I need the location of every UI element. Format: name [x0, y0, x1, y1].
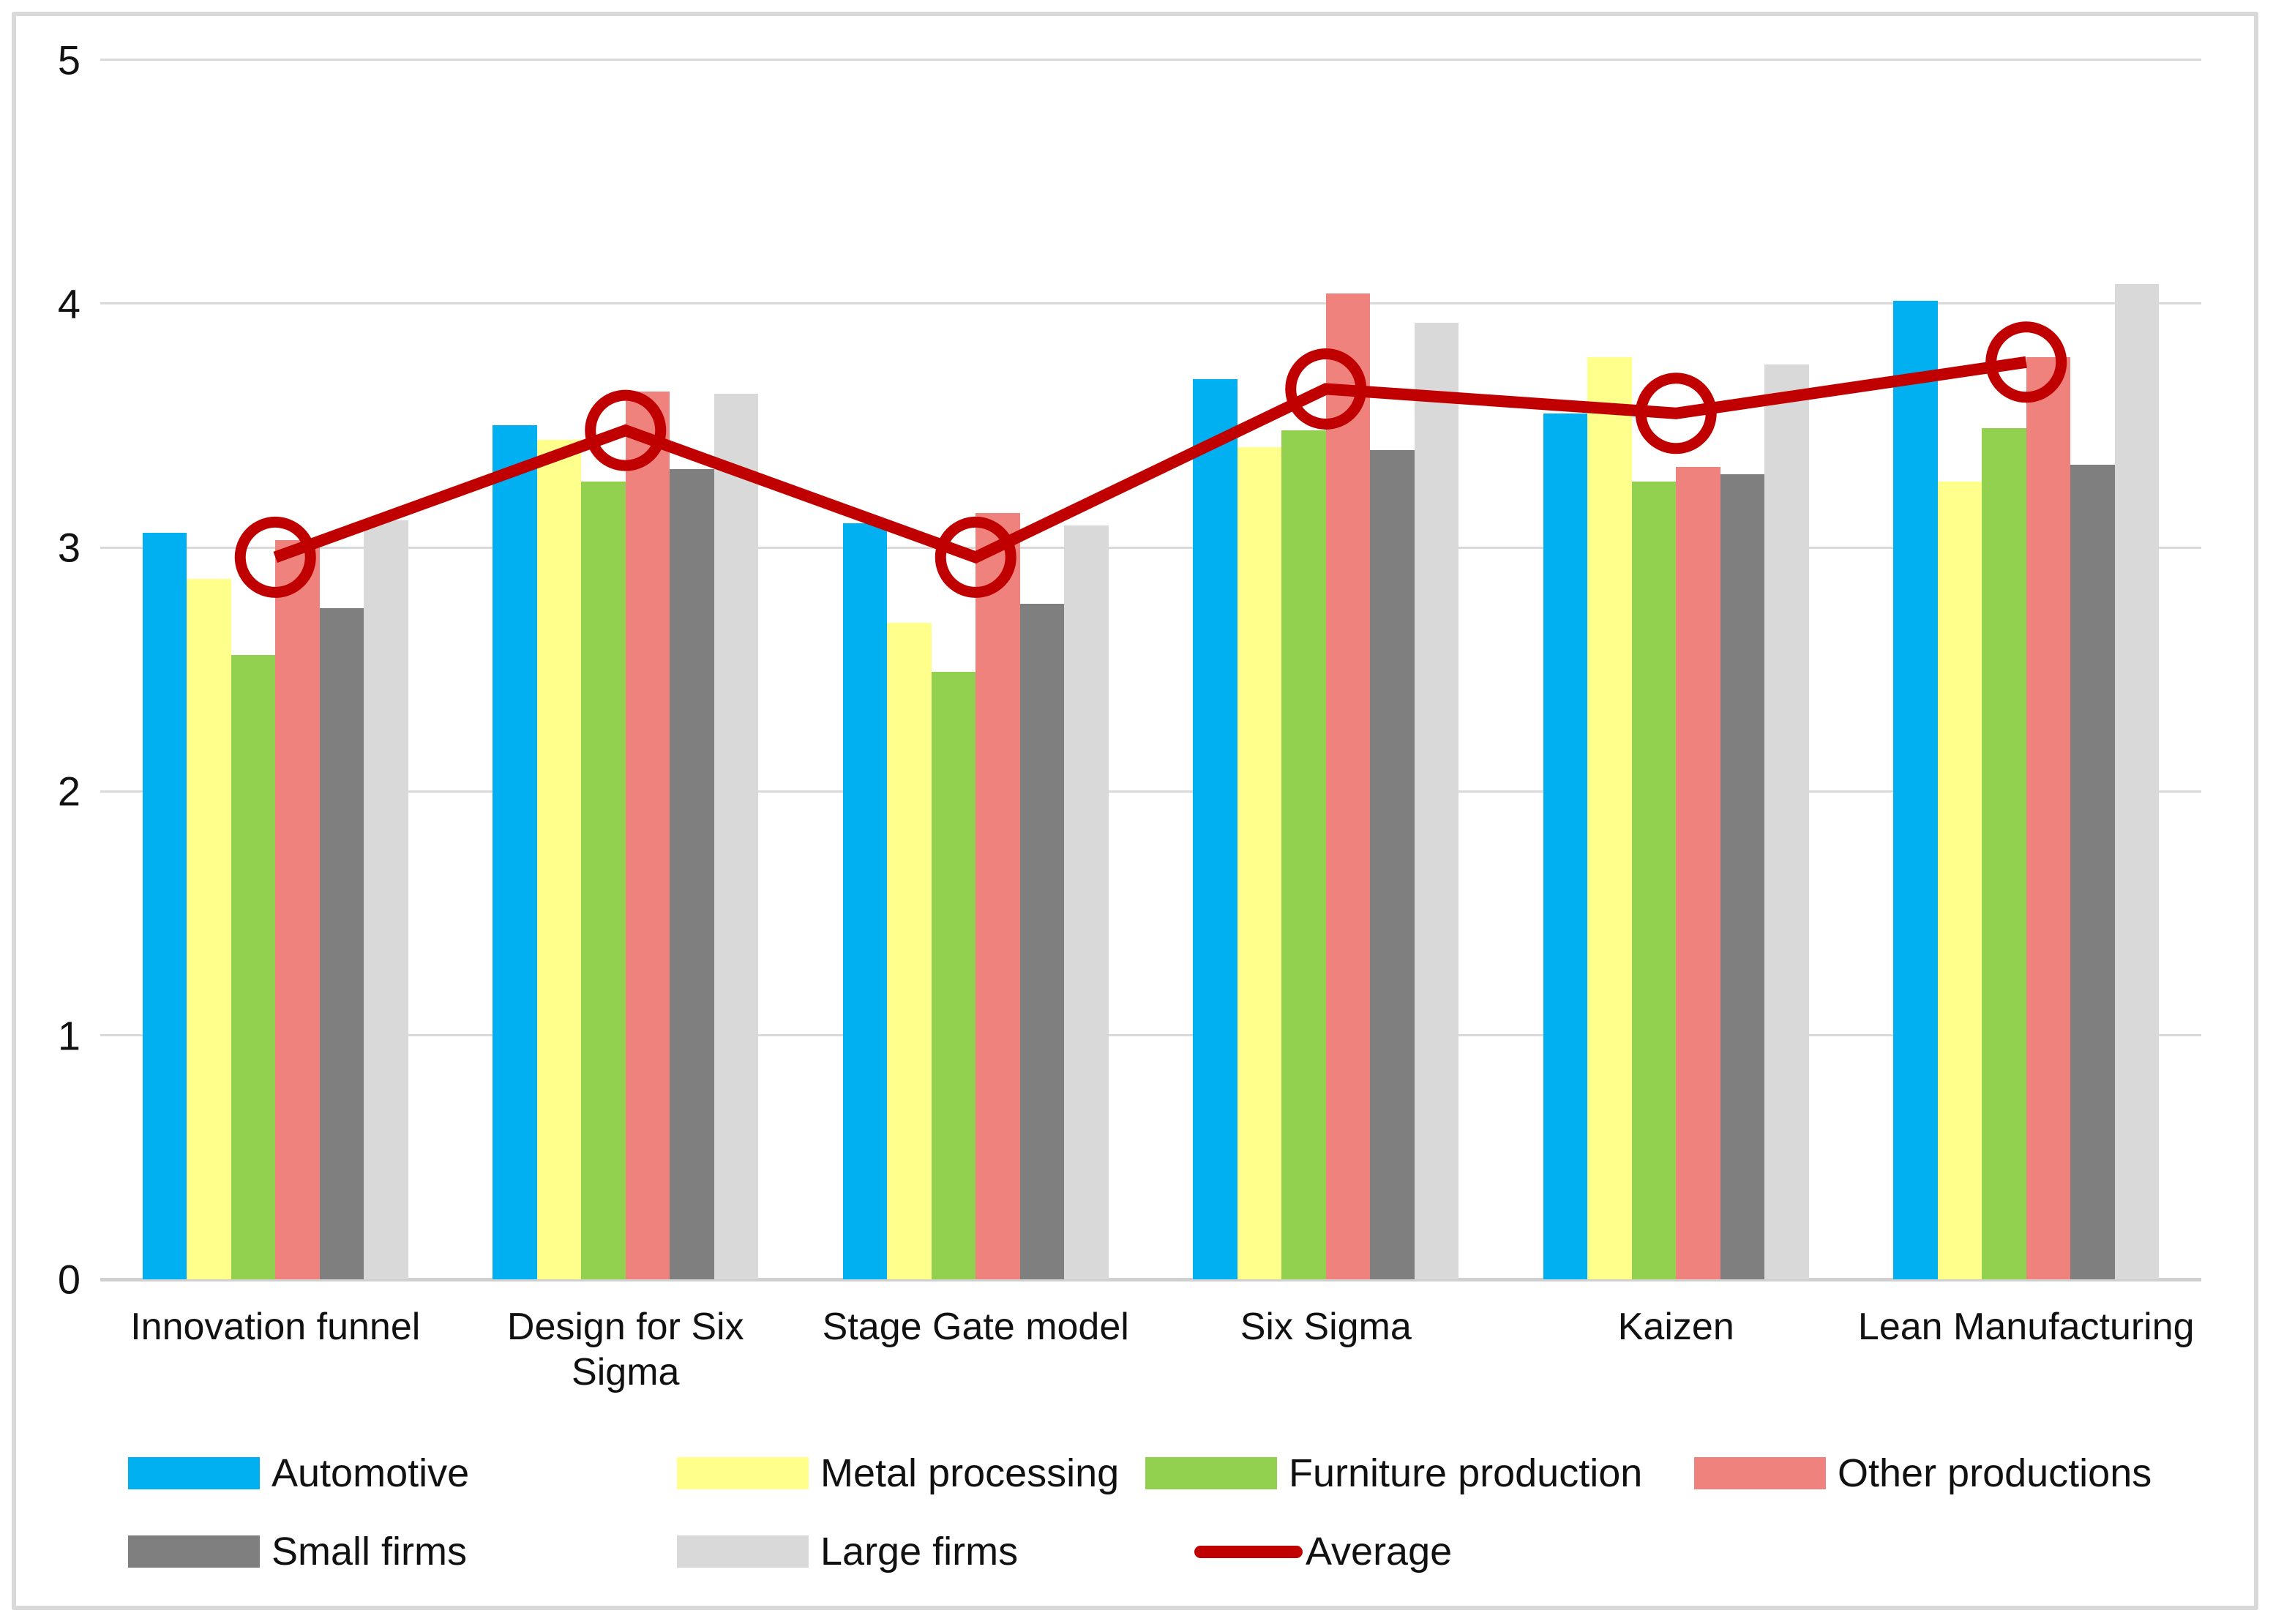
- bar-large-firms-1: [364, 520, 408, 1279]
- bar-other-productions-1: [275, 540, 320, 1279]
- bar-small-firms-5: [1720, 474, 1765, 1279]
- legend-label: Metal processing: [820, 1451, 1120, 1495]
- legend-label: Other productions: [1838, 1451, 2152, 1495]
- bar-automotive-5: [1543, 413, 1588, 1279]
- bar-small-firms-4: [1370, 449, 1415, 1279]
- legend-color-swatch: [128, 1535, 260, 1568]
- bar-other-productions-2: [625, 391, 670, 1279]
- category-label-5: Kaizen: [1617, 1306, 1734, 1348]
- legend-item-large-firms: Large firms: [677, 1527, 1018, 1576]
- gridline-y3: [100, 546, 2201, 549]
- legend-item-furniture-production: Furniture production: [1145, 1449, 1642, 1497]
- legend-label: Small firms: [272, 1530, 467, 1574]
- bar-automotive-3: [842, 523, 888, 1279]
- y-tick-label-1: 1: [57, 1012, 80, 1059]
- legend-color-swatch: [677, 1457, 809, 1489]
- bar-furniture-production-1: [231, 654, 276, 1279]
- gridline-y2: [100, 790, 2201, 793]
- legend-label: Automotive: [272, 1451, 470, 1495]
- legend-color-swatch: [128, 1457, 260, 1489]
- legend-label: Large firms: [820, 1530, 1019, 1574]
- gridline-y5: [100, 59, 2201, 61]
- bar-furniture-production-2: [581, 482, 626, 1279]
- bar-automotive-4: [1193, 379, 1237, 1279]
- bar-other-productions-5: [1676, 467, 1720, 1279]
- bar-furniture-production-5: [1631, 482, 1677, 1279]
- legend-label: Average: [1306, 1530, 1453, 1574]
- y-tick-label-2: 2: [57, 768, 80, 815]
- bar-furniture-production-3: [931, 672, 976, 1279]
- legend-item-automotive: Automotive: [128, 1449, 469, 1497]
- bar-metal-processing-3: [887, 623, 932, 1279]
- bar-large-firms-6: [2114, 284, 2160, 1279]
- bar-metal-processing-1: [187, 579, 231, 1279]
- bar-metal-processing-5: [1587, 357, 1632, 1279]
- legend-label: Furniture production: [1289, 1451, 1643, 1495]
- bar-metal-processing-4: [1237, 447, 1282, 1279]
- gridline-y4: [100, 302, 2201, 305]
- y-tick-label-0: 0: [57, 1256, 80, 1303]
- bar-small-firms-6: [2070, 464, 2115, 1279]
- bar-small-firms-1: [319, 608, 364, 1279]
- y-tick-label-4: 4: [57, 280, 80, 327]
- category-label-6: Lean Manufacturing: [1857, 1306, 2195, 1348]
- legend-color-swatch: [1145, 1457, 1277, 1489]
- bar-small-firms-3: [1019, 603, 1065, 1279]
- gridline-y0: [100, 1277, 2201, 1281]
- bar-large-firms-5: [1764, 364, 1809, 1279]
- legend-color-swatch: [1694, 1457, 1826, 1489]
- bar-other-productions-4: [1325, 293, 1371, 1279]
- legend-color-swatch: [677, 1535, 809, 1568]
- bar-furniture-production-6: [1982, 427, 2026, 1279]
- bar-other-productions-3: [976, 513, 1020, 1279]
- y-tick-label-5: 5: [57, 37, 80, 83]
- bar-large-firms-2: [714, 394, 759, 1279]
- average-marker-5: [1635, 373, 1717, 454]
- legend-line-swatch: [1194, 1545, 1303, 1558]
- bar-automotive-2: [493, 425, 537, 1279]
- y-tick-label-3: 3: [57, 524, 80, 571]
- category-label-2: Design for Six Sigma: [506, 1306, 744, 1393]
- bar-automotive-1: [142, 533, 187, 1279]
- legend-item-metal-processing: Metal processing: [677, 1449, 1119, 1497]
- bar-automotive-6: [1893, 301, 1938, 1279]
- category-label-1: Innovation funnel: [130, 1306, 421, 1348]
- gridline-y1: [100, 1034, 2201, 1037]
- bar-large-firms-3: [1064, 525, 1109, 1279]
- bar-other-productions-6: [2026, 357, 2071, 1279]
- legend-item-small-firms: Small firms: [128, 1527, 467, 1576]
- bar-metal-processing-6: [1937, 482, 1982, 1279]
- category-label-4: Six Sigma: [1240, 1306, 1412, 1348]
- bar-small-firms-2: [670, 469, 714, 1279]
- bar-metal-processing-2: [536, 440, 582, 1279]
- category-label-3: Stage Gate model: [822, 1306, 1129, 1348]
- legend-item-average: Average: [1194, 1527, 1452, 1576]
- legend-item-other-productions: Other productions: [1694, 1449, 2152, 1497]
- bar-furniture-production-4: [1281, 430, 1326, 1279]
- bar-large-firms-4: [1414, 323, 1459, 1279]
